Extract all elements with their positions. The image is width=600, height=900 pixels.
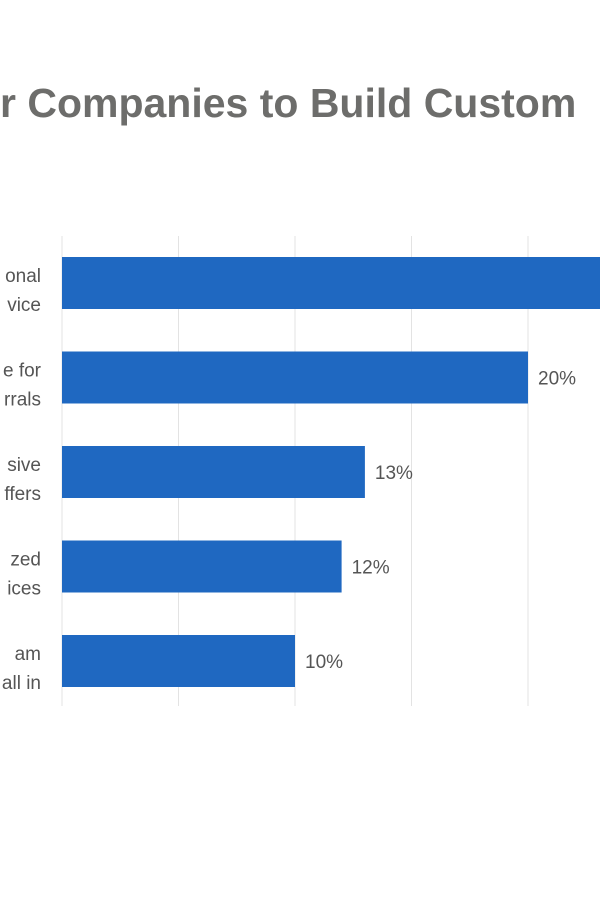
category-label: all in [2,673,41,694]
value-label: 10% [305,652,343,673]
bar [62,446,365,498]
bars [62,257,600,687]
category-label: vice [7,295,41,316]
value-label: 20% [538,369,576,390]
bar [62,351,528,404]
category-label: am [15,644,41,665]
value-label: 12% [352,558,390,579]
category-label: rrals [4,390,41,411]
bar [62,540,342,593]
bar [62,257,600,309]
category-label: zed [10,550,41,571]
category-label: e for [3,361,42,382]
category-label: onal [5,266,41,287]
category-label: ices [7,579,41,600]
bar [62,635,295,687]
category-label: sive [7,455,41,476]
chart-title: r Companies to Build Custom [0,80,576,126]
value-label: 13% [375,463,413,484]
labels: onal vice e for rrals 20% sive ffers 13% zed ices… [2,266,576,694]
category-label: ffers [4,484,41,505]
